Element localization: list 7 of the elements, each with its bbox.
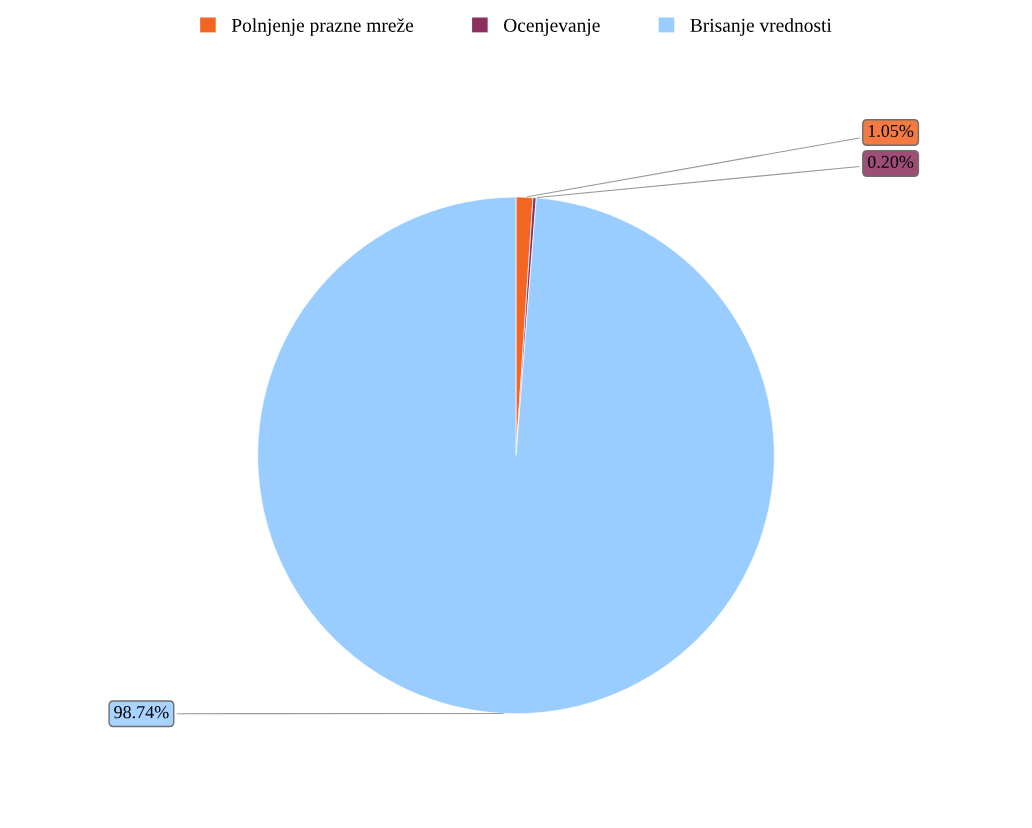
data-label: 1.05%	[868, 124, 914, 138]
data-label: 98.74%	[114, 706, 169, 719]
legend-label: Brisanje vrednosti	[690, 18, 832, 36]
legend-label: Polnjenje prazne mreže	[231, 18, 414, 36]
pie-slice	[257, 196, 775, 715]
data-label: 0.20%	[867, 155, 914, 169]
legend-label: Ocenjevanje	[503, 18, 600, 36]
